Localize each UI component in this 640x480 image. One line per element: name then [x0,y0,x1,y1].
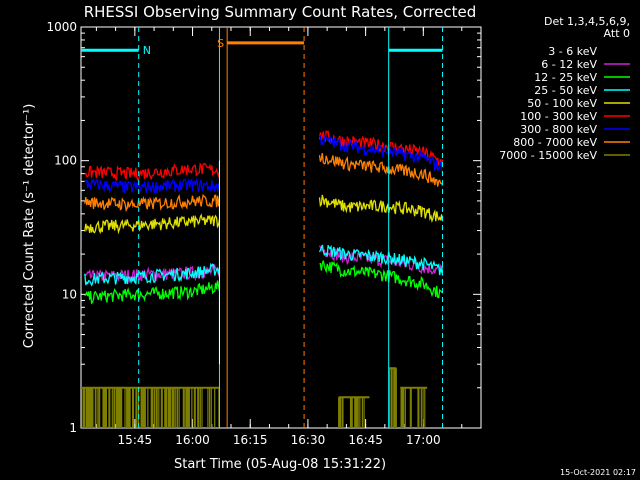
legend-label: 300 - 800 keV [520,123,597,136]
series-300-800-kev-line [318,134,444,175]
footer-timestamp: 15-Oct-2021 02:17 [560,468,636,477]
series-25-50-kev-line [84,262,221,287]
x-tick-label: 15:45 [118,433,153,447]
x-tick-label: 16:30 [291,433,326,447]
legend-label: 3 - 6 keV [548,45,597,58]
series-3-6-kev-line [84,302,221,327]
y-tick-label: 10 [62,287,77,301]
x-tick-label: 16:15 [233,433,268,447]
legend-label: 50 - 100 keV [527,97,597,110]
series-12-25-kev-line [319,260,444,299]
x-axis-label: Start Time (05-Aug-08 15:31:22) [174,457,386,472]
legend-label: 12 - 25 keV [534,71,597,84]
plot-area: 1 10 100 1000 15:45 16:00 16:15 16:30 16:45 17:00… [46,20,630,447]
flag-label-s: S [217,37,224,50]
y-axis-label: Corrected Count Rate (s⁻¹ detector⁻¹) [22,104,37,349]
flag-label-n: N [143,44,151,57]
series-12-25-kev-line [84,280,221,305]
x-tick-label: 16:45 [348,433,383,447]
y-tick-label: 100 [54,154,77,168]
series-800-7000-kev-line [84,193,221,213]
series-100-300-kev-line [318,129,444,167]
series-300-800-kev-line [84,177,221,195]
legend-label: 100 - 300 keV [520,110,597,123]
plot-frame [80,26,482,429]
series-50-100-kev-line [318,194,444,223]
series-3-6-kev-line [318,269,444,310]
legend-label: 25 - 50 keV [534,84,597,97]
x-tick-label: 16:00 [175,433,210,447]
y-tick-label: 1 [69,421,77,435]
legend-label: 7000 - 15000 keV [499,149,597,162]
series-50-100-kev-line [84,213,221,235]
legend-label: 800 - 7000 keV [513,136,597,149]
legend-label: 6 - 12 keV [541,58,597,71]
series-800-7000-kev-line [318,153,444,187]
x-tick-label: 17:00 [406,433,441,447]
chart-title: RHESSI Observing Summary Count Rates, Co… [84,3,477,21]
legend-header-line-1: Det 1,3,4,5,6,9, [544,15,630,28]
y-tick-label: 1000 [46,20,77,34]
series-100-300-kev-line [84,162,221,182]
series-25-50-kev-line [318,244,444,276]
legend-header-line-2: Att 0 [604,27,630,40]
